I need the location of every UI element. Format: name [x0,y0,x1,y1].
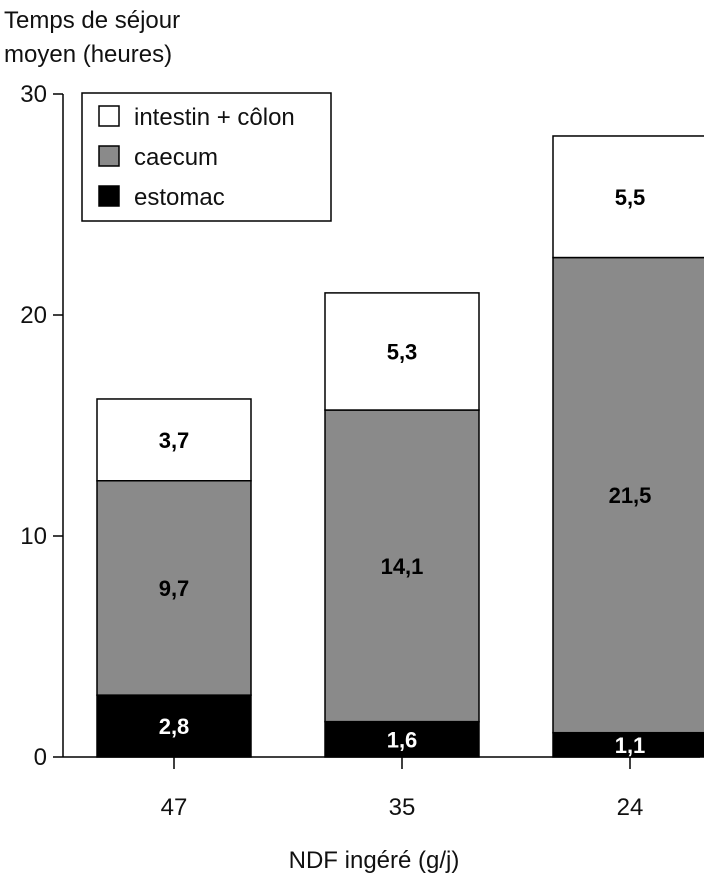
legend-swatch [98,185,120,207]
legend-box [81,92,332,222]
y-tick-label: 0 [34,744,47,771]
x-tick-label: 35 [389,794,416,821]
y-tick-label: 20 [20,302,47,329]
bar-caecum-35 [324,409,480,723]
y-axis-label-line-2: moyen (heures) [4,41,172,68]
bars: 2,8 9,7 3,7 1,6 14,1 5,3 1,1 21,5 5,5 [96,135,704,758]
legend-label: intestin + côlon [134,104,295,131]
bar-estomac-35 [324,720,480,758]
data-label: 1,1 [615,733,646,758]
x-axis-label: NDF ingéré (g/j) [289,847,460,874]
bar-estomac-47 [96,694,252,758]
bar-intestin-c-lon-47 [96,398,252,482]
data-label: 5,5 [615,185,646,210]
bar-intestin-c-lon-24 [552,135,704,259]
y-tick-label: 10 [20,523,47,550]
legend-label: caecum [134,144,218,171]
data-label: 21,5 [609,483,652,508]
y-tick-label: 30 [20,81,47,108]
legend-swatch [98,145,120,167]
axes: 0 10 20 30 47 35 24 [20,81,700,821]
data-label: 3,7 [159,428,190,453]
data-label: 14,1 [381,554,424,579]
legend-swatch [98,105,120,127]
y-axis-label-line-1: Temps de séjour [4,7,180,34]
data-label: 1,6 [387,727,418,752]
data-label: 2,8 [159,714,190,739]
bar-intestin-c-lon-35 [324,292,480,411]
x-tick-label: 47 [161,794,188,821]
data-label: 5,3 [387,339,418,364]
data-label: 9,7 [159,576,190,601]
bar-caecum-24 [552,256,704,734]
x-tick-label: 24 [617,794,644,821]
legend-label: estomac [134,184,225,211]
legend: intestin + côlon caecum estomac [81,92,332,222]
bar-caecum-47 [96,480,252,696]
